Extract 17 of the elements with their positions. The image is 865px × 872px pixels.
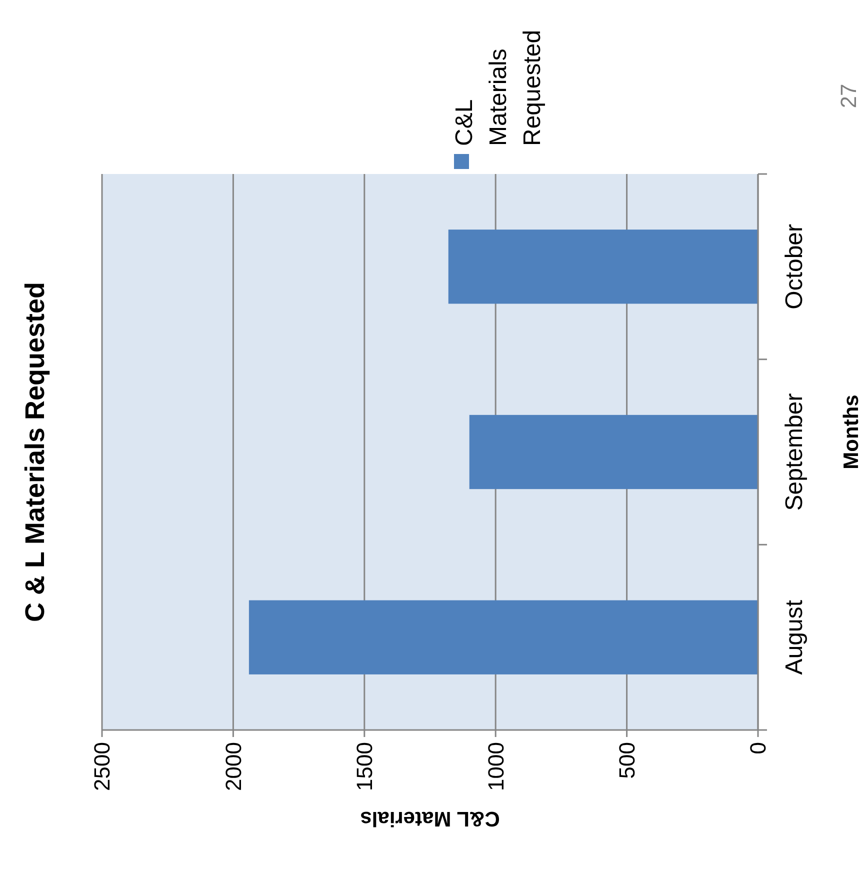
bar <box>248 600 758 674</box>
x-tick-label: 1000 <box>483 742 508 791</box>
x-tick-label: 2500 <box>90 742 115 791</box>
text: 27 <box>836 84 861 108</box>
x-tick-label: 500 <box>614 742 640 779</box>
x-tick-label: 1500 <box>352 742 378 791</box>
y-axis-title: Months <box>840 394 863 470</box>
x-axis-title: C&L Materials <box>360 807 500 830</box>
x-tick-label: 0 <box>746 742 771 754</box>
y-tick-label: August <box>781 600 808 675</box>
x-tick-label: 2000 <box>220 742 246 791</box>
y-tick-label: October <box>781 224 808 310</box>
text: C & L Materials Requested <box>20 282 50 622</box>
bar <box>448 230 758 304</box>
text: C&L Materials Requested <box>451 30 546 146</box>
y-tick-label: September <box>781 393 808 511</box>
bar <box>469 414 758 490</box>
